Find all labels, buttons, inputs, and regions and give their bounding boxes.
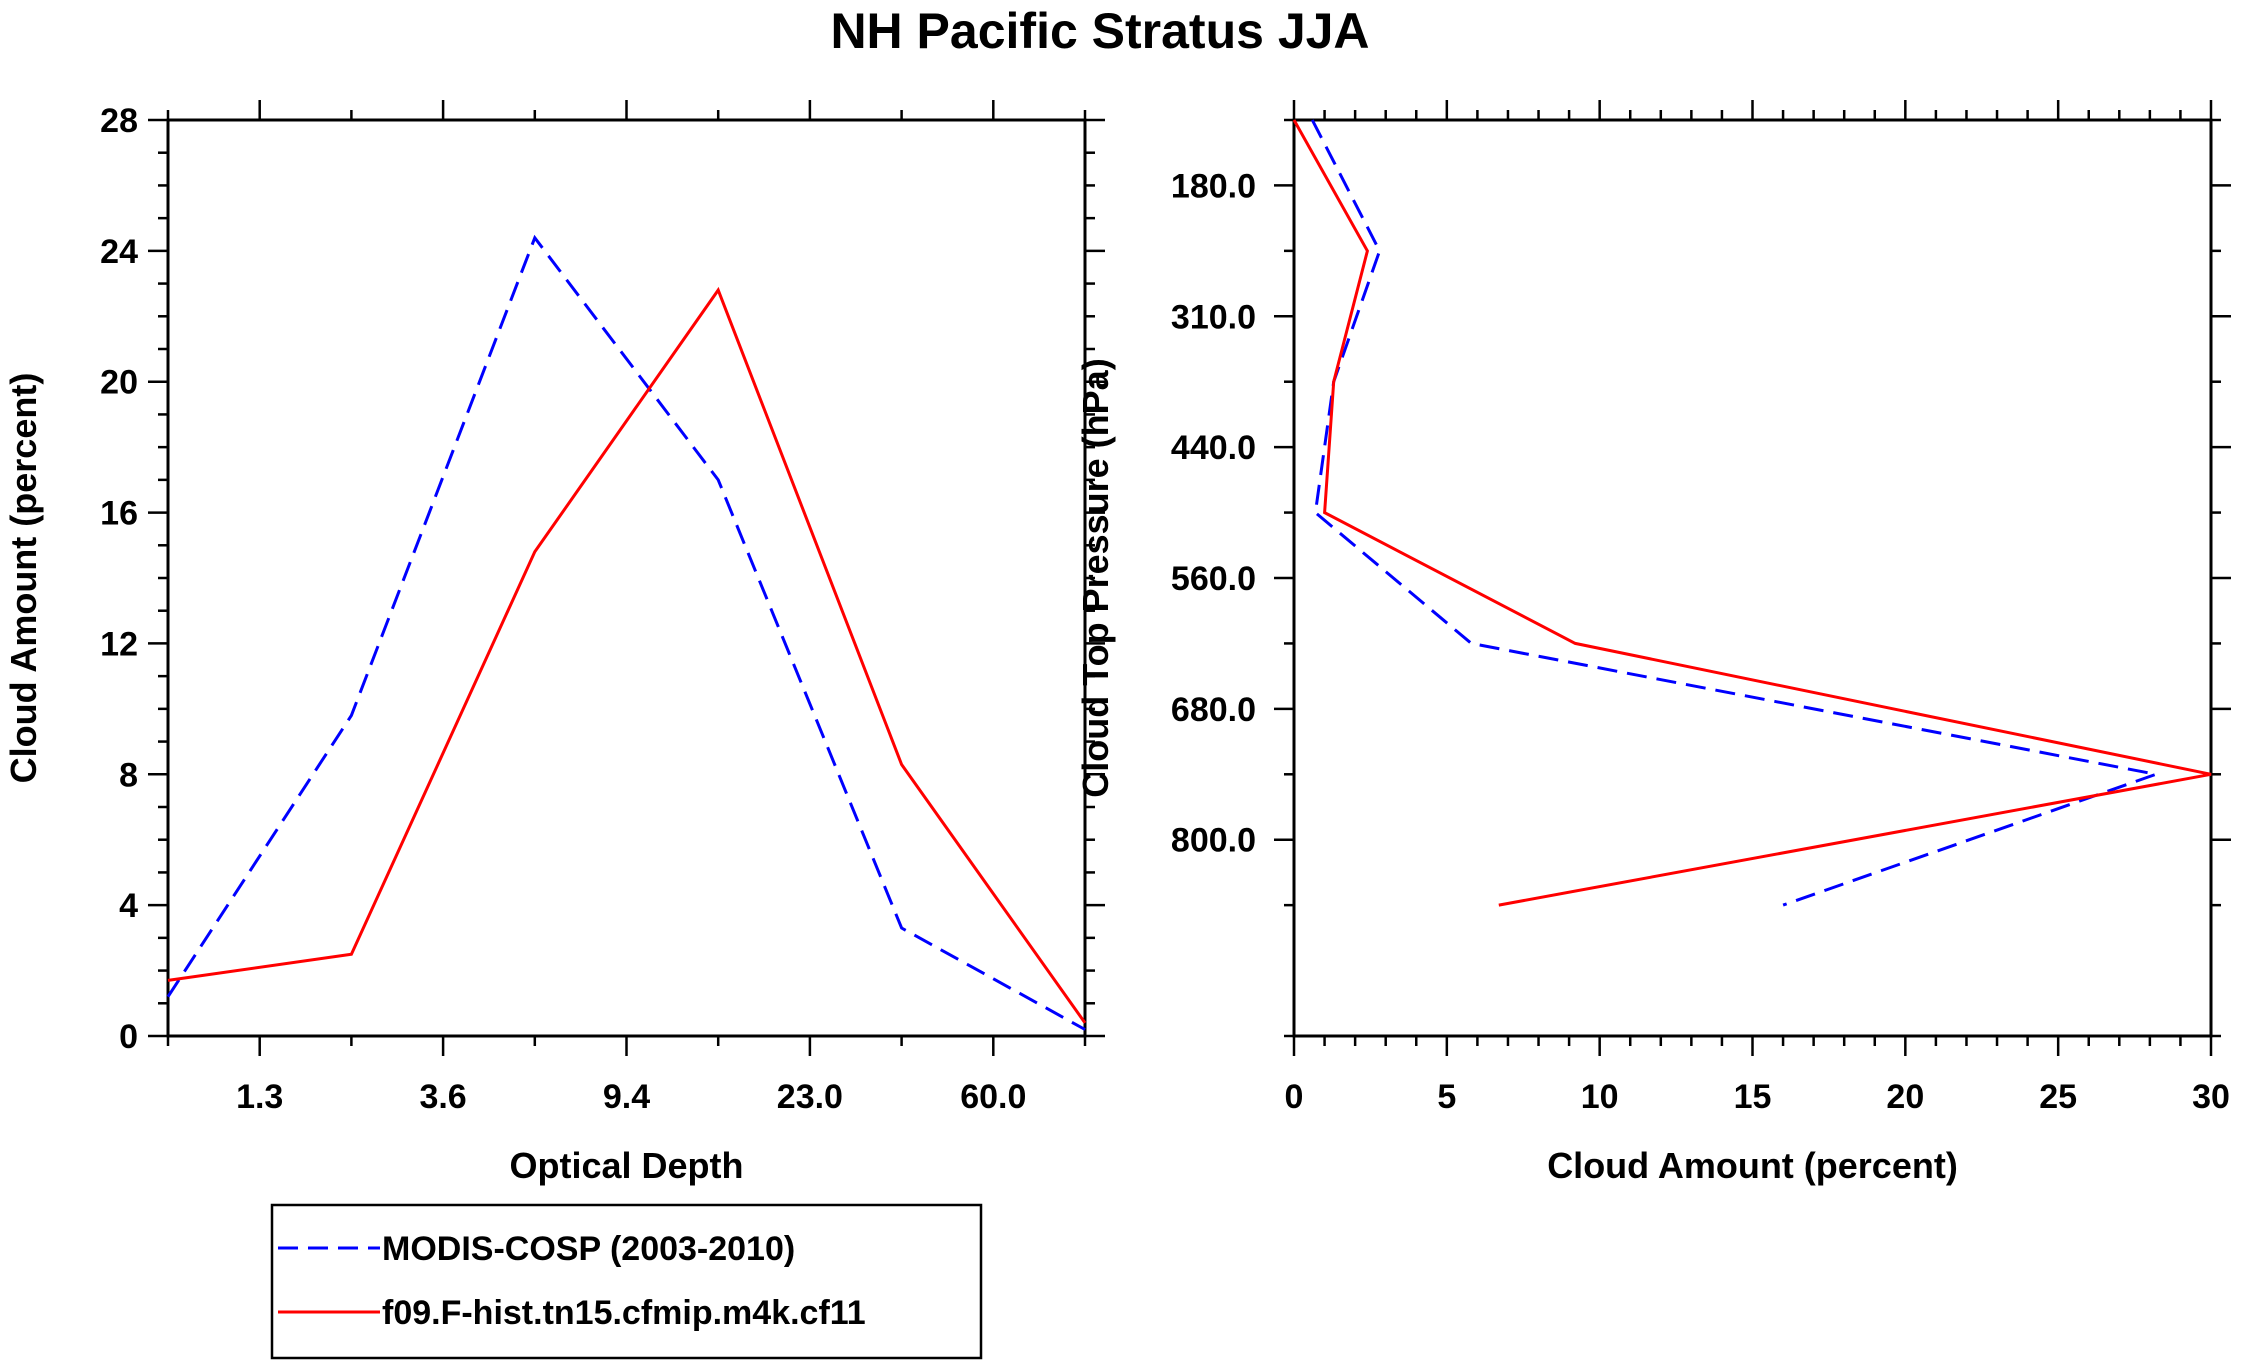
right-x-tick-label: 30: [2192, 1078, 2230, 1116]
left-panel: 0 4 8 12 16 20 24 28 1.3 3.6 9.4 23.0 60.0 Optical De…: [3, 100, 1105, 1186]
left-y-tick-label: 12: [100, 625, 138, 663]
left-x-tick-label: 23.0: [777, 1078, 843, 1116]
right-y-tick-label: 680.0: [1171, 691, 1256, 729]
legend: MODIS-COSP (2003-2010) f09.F-hist.tn15.c…: [270, 1203, 983, 1360]
right-x-tick-label: 15: [1734, 1078, 1772, 1116]
right-panel: 0 5 10 15 20 25 30 180.0 310.0 440.0 560.0 680.0 800…: [1075, 100, 2231, 1186]
left-y-tick-label: 16: [100, 495, 138, 533]
legend-model-label: f09.F-hist.tn15.cfmip.m4k.cf11: [382, 1294, 866, 1332]
right-series-line-obs: [1310, 119, 2162, 907]
right-x-axis-label: Cloud Amount (percent): [1547, 1145, 1958, 1186]
left-y-tick-label: 8: [119, 756, 138, 794]
left-x-axis-label: Optical Depth: [509, 1145, 743, 1186]
right-x-tick-label: 25: [2039, 1078, 2077, 1116]
right-y-tick-label: 560.0: [1171, 560, 1256, 598]
left-y-tick-label: 4: [119, 887, 138, 925]
right-plot-frame: [1292, 118, 2213, 1038]
left-y-tick-label: 20: [100, 364, 138, 402]
right-x-tick-label: 10: [1581, 1078, 1619, 1116]
left-x-tick-label: 60.0: [960, 1078, 1026, 1116]
chart-title: NH Pacific Stratus JJA: [830, 3, 1369, 59]
left-y-axis-label: Cloud Amount (percent): [3, 373, 44, 784]
right-series-line-model: [1292, 119, 2212, 907]
left-plot-frame: [166, 118, 1087, 1038]
right-x-tick-label: 5: [1437, 1078, 1456, 1116]
right-y-tick-label: 180.0: [1171, 167, 1256, 205]
right-y-tick-label: 800.0: [1171, 822, 1256, 860]
left-x-tick-label: 1.3: [236, 1078, 283, 1116]
right-y-tick-label: 440.0: [1171, 429, 1256, 467]
left-x-tick-label: 9.4: [603, 1078, 650, 1116]
left-x-tick-label: 3.6: [419, 1078, 466, 1116]
left-series-line-obs: [166, 234, 1086, 1031]
right-y-tick-label: 310.0: [1171, 298, 1256, 336]
right-y-axis-label: Cloud Top Pressure (hPa): [1075, 358, 1116, 797]
left-y-tick-label: 0: [119, 1018, 138, 1056]
right-x-tick-label: 0: [1285, 1078, 1304, 1116]
left-series-line-model: [167, 286, 1087, 1024]
legend-box: [270, 1203, 983, 1360]
legend-obs-label: MODIS-COSP (2003-2010): [382, 1230, 795, 1268]
left-y-tick-label: 28: [100, 102, 138, 140]
right-x-tick-label: 20: [1886, 1078, 1924, 1116]
left-y-tick-label: 24: [100, 233, 138, 271]
